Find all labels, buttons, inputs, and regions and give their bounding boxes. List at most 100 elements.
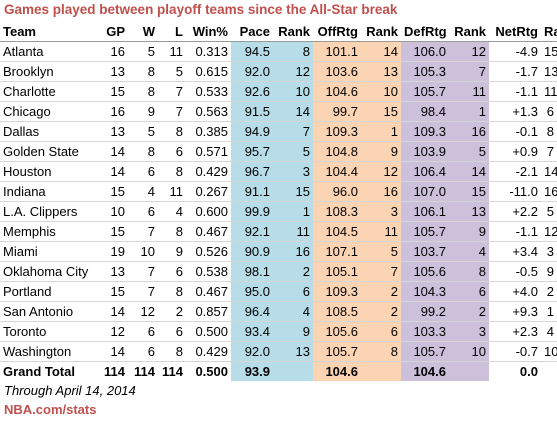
cell-offrtg-rank: 5	[361, 241, 401, 262]
cell-pace-rank: 3	[273, 161, 313, 182]
cell-netrtg: +4.0	[489, 281, 541, 302]
cell-gp: 15	[96, 281, 128, 302]
header-defrtg-rank: Rank	[449, 22, 489, 42]
cell-team: Oklahoma City	[0, 261, 96, 282]
cell-losses: 7	[158, 81, 186, 102]
table-row: Chicago 16 9 7 0.563 91.5 14 99.7 15 98.4 1 +1.3 6	[0, 101, 557, 122]
cell-losses: 8	[158, 281, 186, 302]
cell-netrtg-rank: 3	[541, 241, 557, 262]
cell-offrtg: 104.4	[313, 161, 361, 182]
cell-team: L.A. Clippers	[0, 201, 96, 222]
total-offrtg: 104.6	[313, 361, 361, 381]
cell-netrtg-rank: 11	[541, 81, 557, 102]
cell-netrtg-rank: 5	[541, 201, 557, 222]
cell-wins: 12	[128, 301, 158, 322]
cell-wins: 6	[128, 341, 158, 362]
cell-losses: 8	[158, 221, 186, 242]
cell-offrtg-rank: 2	[361, 281, 401, 302]
cell-pace-rank: 8	[273, 41, 313, 62]
cell-netrtg: +2.3	[489, 321, 541, 342]
total-wins: 114	[128, 361, 158, 381]
cell-defrtg: 103.7	[401, 241, 449, 262]
table-row: Indiana 15 4 11 0.267 91.1 15 96.0 16 107.0 15 -11.…	[0, 181, 557, 202]
cell-pace-rank: 5	[273, 141, 313, 162]
stats-table: Team GP W L Win% Pace Rank OffRtg Rank DefRtg Rank…	[0, 22, 557, 381]
cell-wins: 7	[128, 261, 158, 282]
cell-pace-rank: 10	[273, 81, 313, 102]
cell-losses: 11	[158, 41, 186, 62]
cell-losses: 9	[158, 241, 186, 262]
cell-netrtg-rank: 1	[541, 301, 557, 322]
cell-win-pct: 0.857	[186, 301, 231, 322]
cell-offrtg-rank: 16	[361, 181, 401, 202]
cell-wins: 8	[128, 81, 158, 102]
table-row: Charlotte 15 8 7 0.533 92.6 10 104.6 10 105.7 11 -1…	[0, 81, 557, 102]
header-netrtg-rank: Rank	[541, 22, 557, 42]
cell-pace-rank: 16	[273, 241, 313, 262]
cell-offrtg: 105.6	[313, 321, 361, 342]
cell-team: Houston	[0, 161, 96, 182]
cell-netrtg: -1.1	[489, 221, 541, 242]
cell-team: Dallas	[0, 121, 96, 142]
total-pace-rank	[273, 361, 313, 381]
cell-pace: 90.9	[231, 241, 273, 262]
cell-defrtg-rank: 2	[449, 301, 489, 322]
cell-netrtg-rank: 12	[541, 221, 557, 242]
cell-netrtg-rank: 14	[541, 161, 557, 182]
cell-losses: 8	[158, 341, 186, 362]
cell-defrtg: 105.6	[401, 261, 449, 282]
cell-offrtg: 99.7	[313, 101, 361, 122]
cell-offrtg-rank: 11	[361, 221, 401, 242]
cell-team: Portland	[0, 281, 96, 302]
cell-offrtg: 104.8	[313, 141, 361, 162]
cell-defrtg: 104.3	[401, 281, 449, 302]
cell-netrtg-rank: 9	[541, 261, 557, 282]
cell-losses: 11	[158, 181, 186, 202]
cell-offrtg: 109.3	[313, 121, 361, 142]
total-pace: 93.9	[231, 361, 273, 381]
cell-pace: 91.1	[231, 181, 273, 202]
header-offrtg: OffRtg	[313, 22, 361, 42]
header-defrtg: DefRtg	[401, 22, 449, 42]
cell-win-pct: 0.313	[186, 41, 231, 62]
cell-losses: 8	[158, 161, 186, 182]
cell-team: Brooklyn	[0, 61, 96, 82]
cell-defrtg-rank: 4	[449, 241, 489, 262]
cell-gp: 15	[96, 81, 128, 102]
cell-pace-rank: 7	[273, 121, 313, 142]
cell-pace: 91.5	[231, 101, 273, 122]
cell-offrtg: 104.6	[313, 81, 361, 102]
cell-defrtg-rank: 3	[449, 321, 489, 342]
cell-offrtg-rank: 3	[361, 201, 401, 222]
cell-netrtg: -1.7	[489, 61, 541, 82]
cell-wins: 5	[128, 41, 158, 62]
cell-pace-rank: 12	[273, 61, 313, 82]
cell-pace-rank: 13	[273, 341, 313, 362]
cell-losses: 4	[158, 201, 186, 222]
cell-pace: 96.4	[231, 301, 273, 322]
cell-team: Toronto	[0, 321, 96, 342]
cell-defrtg-rank: 1	[449, 101, 489, 122]
cell-netrtg-rank: 6	[541, 101, 557, 122]
cell-gp: 13	[96, 261, 128, 282]
total-netrtg: 0.0	[489, 361, 541, 381]
cell-offrtg-rank: 10	[361, 81, 401, 102]
cell-netrtg: -11.0	[489, 181, 541, 202]
cell-pace: 94.9	[231, 121, 273, 142]
cell-gp: 13	[96, 121, 128, 142]
cell-offrtg: 104.5	[313, 221, 361, 242]
cell-netrtg: -2.1	[489, 161, 541, 182]
cell-gp: 14	[96, 301, 128, 322]
total-losses: 114	[158, 361, 186, 381]
cell-team: Washington	[0, 341, 96, 362]
cell-defrtg-rank: 12	[449, 41, 489, 62]
table-row: Washington 14 6 8 0.429 92.0 13 105.7 8 105.7 10 -0…	[0, 341, 557, 362]
cell-team: San Antonio	[0, 301, 96, 322]
header-pace-rank: Rank	[273, 22, 313, 42]
cell-team: Memphis	[0, 221, 96, 242]
cell-losses: 6	[158, 321, 186, 342]
cell-losses: 6	[158, 141, 186, 162]
cell-defrtg: 106.0	[401, 41, 449, 62]
table-row: Brooklyn 13 8 5 0.615 92.0 12 103.6 13 105.3 7 -1.7…	[0, 61, 557, 82]
cell-pace: 99.9	[231, 201, 273, 222]
